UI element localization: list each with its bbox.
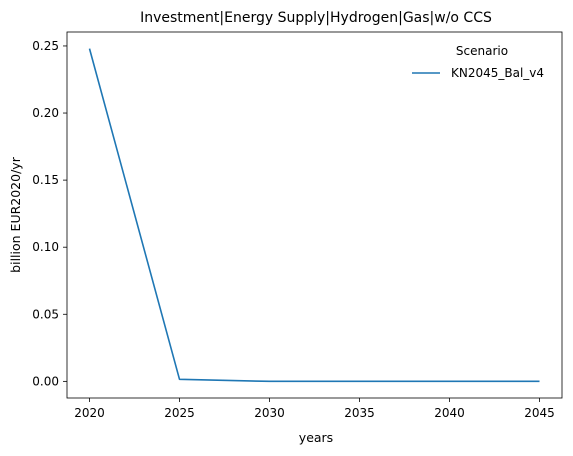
chart-title: Investment|Energy Supply|Hydrogen|Gas|w/…	[140, 10, 492, 26]
y-tick-label: 0.15	[32, 173, 59, 187]
legend-entry-label: KN2045_Bal_v4	[451, 66, 544, 80]
series-line	[88, 48, 540, 383]
x-tick-label: 2020	[74, 406, 105, 420]
y-tick-label: 0.05	[32, 307, 59, 321]
y-axis: 0.00 0.05 0.10 0.15 0.20 0.25	[32, 39, 67, 388]
x-tick-label: 2045	[524, 406, 555, 420]
plot-area	[66, 31, 563, 399]
legend: Scenario KN2045_Bal_v4	[412, 44, 544, 80]
series-layer	[88, 48, 540, 383]
y-axis-label: billion EUR2020/yr	[8, 156, 23, 273]
x-tick-label: 2035	[344, 406, 375, 420]
y-tick-label: 0.00	[32, 374, 59, 388]
y-tick-label: 0.10	[32, 240, 59, 254]
x-axis-label: years	[299, 430, 333, 445]
x-tick-label: 2025	[164, 406, 195, 420]
x-tick-label: 2030	[254, 406, 285, 420]
y-tick-label: 0.25	[32, 39, 59, 53]
y-tick-label: 0.20	[32, 106, 59, 120]
x-axis: 2020 2025 2030 2035 2040 2045	[74, 398, 555, 420]
x-tick-label: 2040	[434, 406, 465, 420]
legend-title: Scenario	[456, 44, 508, 58]
